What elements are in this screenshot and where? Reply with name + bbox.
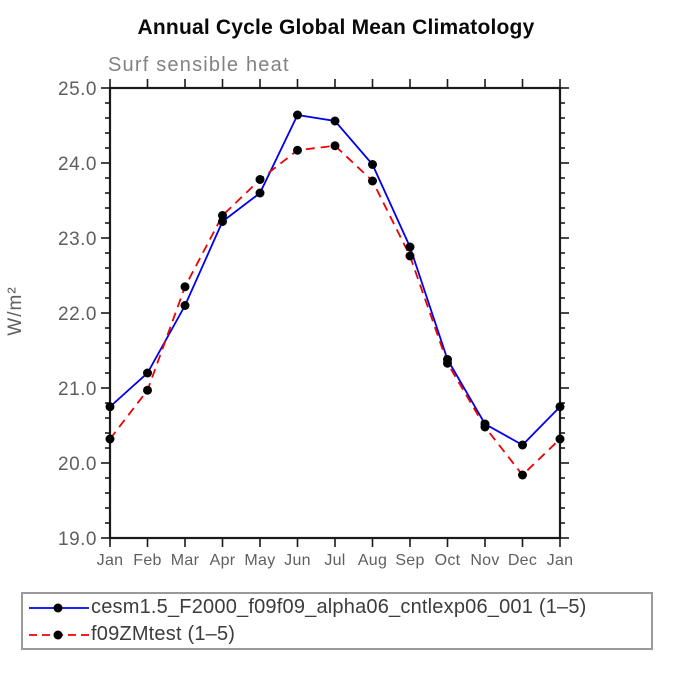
legend-label: f09ZMtest (1–5) — [91, 623, 236, 645]
data-point-marker — [255, 188, 265, 198]
y-tick-label: 20.0 — [58, 454, 97, 475]
series-line-solid — [109, 114, 561, 447]
data-point-marker — [180, 282, 190, 292]
data-point-marker — [518, 440, 527, 450]
legend-line-sample-dashed — [29, 630, 89, 639]
legend-label: cesm1.5_F2000_f09f09_alpha06_cntlexp06_0… — [91, 596, 587, 618]
x-tick-label: Jan — [97, 552, 124, 569]
x-tick-label: Aug — [358, 552, 387, 569]
y-tick-label: 22.0 — [58, 304, 97, 325]
legend-marker-icon — [53, 603, 63, 612]
x-tick-label: Apr — [210, 552, 236, 569]
data-point-marker — [405, 251, 415, 261]
y-tick-label: 24.0 — [58, 154, 97, 175]
legend-item-f09zmtest: f09ZMtest (1–5) — [27, 621, 651, 648]
y-tick-label: 19.0 — [58, 529, 97, 550]
data-point-marker — [330, 116, 340, 126]
data-point-marker — [443, 358, 452, 368]
x-tick-label: May — [244, 552, 275, 569]
data-point-marker — [368, 160, 377, 169]
x-tick-label: Sep — [395, 552, 424, 569]
data-point-marker — [255, 175, 265, 184]
y-tick-label: 25.0 — [58, 79, 97, 100]
chart-title: Annual Cycle Global Mean Climatology — [137, 16, 535, 39]
data-point-marker — [143, 385, 152, 395]
data-point-marker — [293, 110, 302, 120]
x-tick-label: Dec — [508, 552, 537, 569]
legend-item-cesm: cesm1.5_F2000_f09f09_alpha06_cntlexp06_0… — [27, 594, 651, 621]
data-point-marker — [105, 402, 115, 412]
data-point-marker — [368, 176, 377, 186]
x-tick-label: Nov — [470, 552, 499, 569]
x-tick-label: Jun — [284, 552, 311, 569]
plot-frame — [108, 86, 562, 540]
data-point-marker — [218, 211, 227, 220]
x-tick-label: Jul — [324, 552, 345, 569]
series-line-dashed — [109, 144, 561, 477]
x-tick-label: Feb — [133, 552, 161, 569]
x-tick-label: Jan — [547, 552, 574, 569]
data-point-marker — [480, 422, 490, 432]
y-tick-label: 23.0 — [58, 229, 97, 250]
chart-subtitle: Surf sensible heat — [108, 54, 290, 76]
x-tick-label: Mar — [171, 552, 200, 569]
legend-box: cesm1.5_F2000_f09f09_alpha06_cntlexp06_0… — [21, 592, 653, 650]
data-point-marker — [555, 434, 565, 444]
y-tick-label: 21.0 — [58, 379, 97, 400]
data-point-marker — [105, 434, 115, 444]
data-point-marker — [293, 145, 302, 155]
legend-line-sample-solid — [29, 603, 89, 612]
data-point-marker — [330, 141, 340, 151]
x-tick-label: Oct — [435, 552, 461, 569]
data-point-marker — [143, 368, 152, 378]
data-point-marker — [518, 470, 527, 480]
data-point-marker — [405, 242, 415, 252]
data-point-marker — [180, 301, 190, 310]
data-point-marker — [555, 402, 565, 412]
legend-marker-icon — [53, 630, 63, 639]
